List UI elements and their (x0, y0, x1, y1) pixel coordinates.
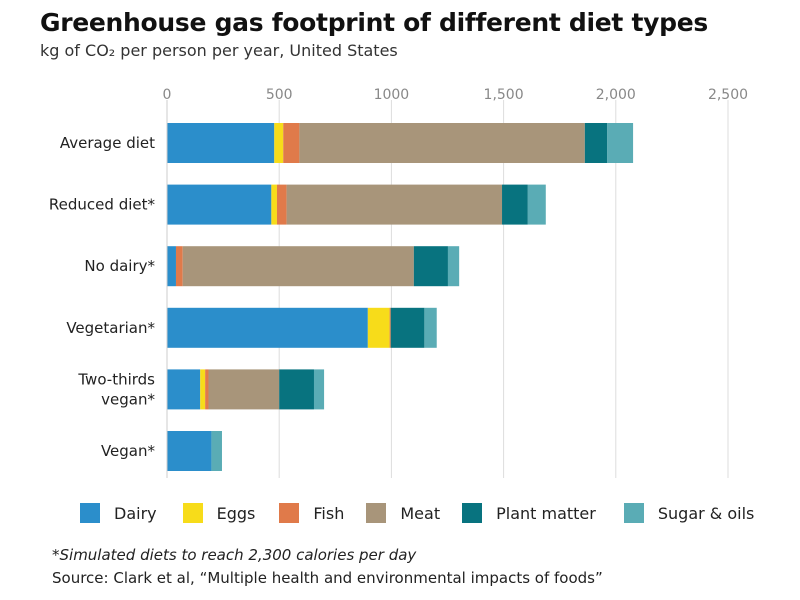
bar-segment-sugar-oils (527, 184, 546, 225)
legend-item: Sugar & oils (623, 503, 755, 523)
legend-swatch (80, 503, 100, 523)
category-label: Vegan* (101, 442, 156, 460)
legend-swatch (366, 503, 387, 523)
legend-swatch (462, 503, 483, 523)
category-label: Reduced diet* (49, 196, 156, 214)
legend-label: Eggs (216, 503, 256, 523)
category-label: Vegetarian* (66, 319, 155, 337)
bar-segment-eggs (367, 307, 390, 348)
x-tick-label: 2,500 (708, 87, 748, 103)
bar-segment-sugar-oils (424, 307, 437, 348)
bar-segment-meat (286, 184, 503, 225)
bar-segment-fish (276, 184, 287, 225)
bar-segment-dairy (167, 184, 272, 225)
bar-segment-dairy (167, 246, 176, 287)
bar-segment-sugar-oils (211, 431, 222, 471)
x-tick-label: 1,500 (484, 87, 524, 103)
chart-legend: Dairy Eggs Fish Meat Plant matter Sugar & oil… (80, 503, 754, 523)
bar-segment-fish (283, 123, 300, 163)
legend-label: Dairy (114, 503, 157, 523)
bar-segment-eggs (200, 369, 206, 410)
legend-label: Sugar & oils (657, 503, 755, 523)
legend-label: Plant matter (496, 503, 596, 523)
bar-segment-fish (175, 246, 183, 287)
legend-item: Plant matter (462, 503, 596, 523)
bar-segment-dairy (167, 431, 212, 471)
x-tick-label: 2,000 (596, 87, 636, 103)
bar-segment-plant-matter (390, 307, 425, 348)
category-label: Two-thirds (77, 370, 155, 388)
bar-segment-fish (205, 369, 209, 410)
legend-swatch (182, 503, 203, 523)
category-label: vegan* (101, 390, 155, 408)
footnote: *Simulated diets to reach 2,300 calories… (52, 546, 417, 564)
category-label: Average diet (60, 134, 155, 152)
bar-segment-eggs (271, 184, 277, 225)
x-tick-label: 500 (266, 87, 293, 103)
bar-segment-plant-matter (584, 123, 608, 163)
bar-segment-dairy (167, 369, 201, 410)
legend-label: Fish (313, 503, 345, 523)
bar-segment-dairy (167, 123, 275, 163)
chart-title: Greenhouse gas footprint of different di… (40, 8, 708, 37)
bar-segment-plant-matter (413, 246, 448, 287)
bar-segment-plant-matter (502, 184, 528, 225)
bar-segment-sugar-oils (447, 246, 460, 287)
bar-segment-sugar-oils (313, 369, 325, 410)
x-tick-label: 1000 (374, 87, 410, 103)
source-note: Source: Clark et al, “Multiple health an… (52, 569, 603, 587)
bar-segment-fish (389, 307, 391, 348)
bar-segment-meat (299, 123, 585, 163)
legend-item: Fish (279, 503, 344, 523)
legend-item: Dairy (80, 503, 157, 523)
legend-swatch (279, 503, 300, 523)
bar-segment-dairy (167, 307, 368, 348)
x-tick-label: 0 (163, 87, 172, 103)
bar-segment-eggs (274, 123, 284, 163)
bar-segment-meat (182, 246, 414, 287)
bar-segment-plant-matter (279, 369, 314, 410)
legend-swatch (623, 503, 644, 523)
bar-segment-meat (208, 369, 280, 410)
chart-subtitle: kg of CO₂ per person per year, United St… (40, 41, 398, 60)
category-label: No dairy* (84, 257, 155, 275)
bar-segment-sugar-oils (607, 123, 634, 163)
legend-item: Meat (366, 503, 440, 523)
legend-item: Eggs (182, 503, 256, 523)
legend-label: Meat (400, 503, 441, 523)
